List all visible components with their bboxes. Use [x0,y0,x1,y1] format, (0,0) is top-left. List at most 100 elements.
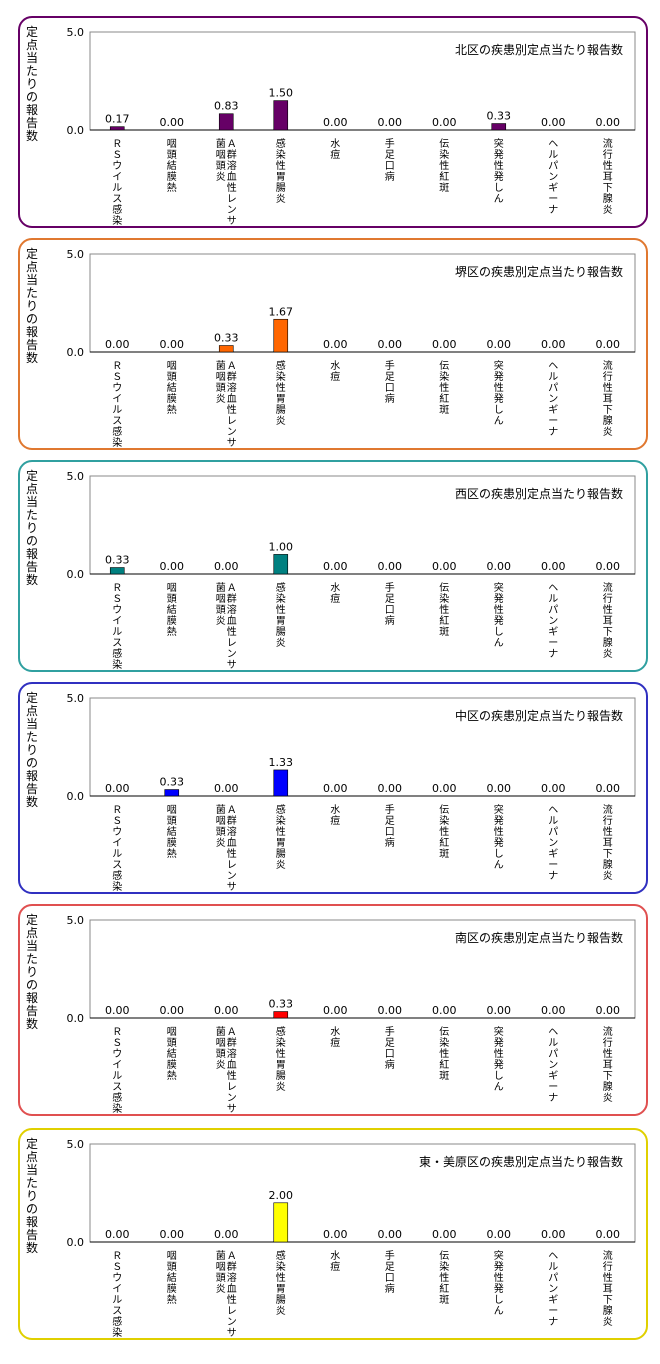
data-label: 0.00 [541,1004,566,1017]
bar [218,345,234,353]
chart-title: 中区の疾患別定点当たり報告数 [455,708,623,723]
x-tick-label: 水痘 [330,138,340,161]
data-label: 1.50 [269,87,294,100]
data-label: 1.67 [269,305,294,318]
x-tick-label: 突発性発しん [494,359,504,427]
data-label: 0.00 [323,782,348,795]
data-label: 0.00 [214,782,239,795]
x-tick-label: ＲＳウイルス感染症 [112,583,122,670]
data-label: 0.00 [378,116,403,129]
x-tick-label: ヘルパンギーナ [548,583,558,660]
data-label: 0.33 [105,554,130,567]
data-label: 2.00 [269,1189,294,1202]
data-label: 0.00 [323,116,348,129]
data-label: 0.00 [105,1004,130,1017]
y-axis-label: 定点当たりの報告数 [26,468,38,587]
chart-title: 堺区の疾患別定点当たり報告数 [455,264,623,279]
data-label: 0.00 [160,338,185,351]
x-tick-label: 突発性発しん [494,137,504,205]
y-tick-label: 5.0 [67,470,85,483]
data-label: 0.00 [487,1228,512,1241]
x-tick-label: ヘルパンギーナ [548,1027,558,1104]
y-axis-label: 定点当たりの報告数 [26,246,38,365]
data-label: 0.00 [432,338,457,351]
data-label: 0.00 [160,1228,185,1241]
y-tick-label: 0.0 [67,124,85,137]
chart-title: 北区の疾患別定点当たり報告数 [455,42,623,57]
data-label: 0.00 [541,560,566,573]
bar [273,100,289,131]
data-label: 0.33 [214,332,239,345]
x-tick-label: 水痘 [330,1250,340,1273]
data-label: 0.00 [541,782,566,795]
x-tick-label: Ａ群溶血性レンサ球菌咽頭炎 [216,1250,237,1338]
data-label: 0.00 [105,338,130,351]
y-tick-label: 5.0 [67,692,85,705]
x-tick-label: Ａ群溶血性レンサ球菌咽頭炎 [216,360,237,448]
data-label: 0.00 [596,1228,621,1241]
x-tick-label: 感染性胃腸炎 [276,1249,286,1317]
y-tick-label: 0.0 [67,1236,85,1249]
data-label: 0.00 [487,560,512,573]
chart-svg: 定点当たりの報告数 5.0 0.0 東・美原区の疾患別定点当たり報告数 0.00 ＲＳウイ… [26,1136,636,1338]
x-tick-label: 咽頭結膜熱 [167,804,177,860]
chart-svg: 定点当たりの報告数 5.0 0.0 南区の疾患別定点当たり報告数 0.00 ＲＳウイルス感… [26,912,636,1114]
bar [109,567,125,575]
chart-title: 南区の疾患別定点当たり報告数 [455,930,623,945]
data-label: 0.00 [596,560,621,573]
data-label: 0.00 [214,1004,239,1017]
chart-svg: 定点当たりの報告数 5.0 0.0 中区の疾患別定点当たり報告数 0.00 ＲＳウイルス感… [26,690,636,892]
x-tick-label: 流行性耳下腺炎 [603,1025,613,1104]
chart-panel-1: 定点当たりの報告数 5.0 0.0 北区の疾患別定点当たり報告数 0.17 ＲＳウイルス感… [18,16,648,228]
x-tick-label: ヘルパンギーナ [548,139,558,216]
bar [273,1202,289,1243]
x-tick-label: 流行性耳下腺炎 [603,137,613,216]
data-label: 0.00 [378,1004,403,1017]
bar [218,113,234,131]
data-label: 0.00 [541,1228,566,1241]
data-label: 0.00 [105,782,130,795]
data-label: 0.00 [105,1228,130,1241]
bar [164,789,180,797]
x-tick-label: 伝染性紅斑 [439,804,449,860]
x-tick-label: 突発性発しん [494,803,504,871]
y-tick-label: 5.0 [67,248,85,261]
x-tick-label: 手足口病 [385,1025,395,1071]
x-tick-label: 感染性胃腸炎 [276,359,286,427]
plot-area [89,919,636,1019]
y-tick-label: 0.0 [67,346,85,359]
bar [273,554,289,575]
data-label: 0.00 [487,782,512,795]
x-tick-label: Ａ群溶血性レンサ球菌咽頭炎 [216,582,237,670]
plot-area [89,697,636,797]
x-tick-label: 伝染性紅斑 [439,582,449,638]
data-label: 0.00 [323,338,348,351]
data-label: 0.00 [596,782,621,795]
data-label: 0.00 [378,1228,403,1241]
x-tick-label: 伝染性紅斑 [439,360,449,416]
x-tick-label: ヘルパンギーナ [548,1251,558,1328]
x-tick-label: Ａ群溶血性レンサ球菌咽頭炎 [216,804,237,892]
plot-area [89,475,636,575]
chart-title: 東・美原区の疾患別定点当たり報告数 [419,1154,623,1169]
y-tick-label: 0.0 [67,568,85,581]
data-label: 0.00 [596,338,621,351]
x-tick-label: 伝染性紅斑 [439,1250,449,1306]
data-label: 0.00 [160,1004,185,1017]
x-tick-label: 咽頭結膜熱 [167,582,177,638]
x-tick-label: 手足口病 [385,803,395,849]
bar [109,126,125,131]
x-tick-label: 伝染性紅斑 [439,138,449,194]
data-label: 0.00 [323,560,348,573]
x-tick-label: ヘルパンギーナ [548,361,558,438]
x-tick-label: 突発性発しん [494,581,504,649]
x-tick-label: 感染性胃腸炎 [276,803,286,871]
y-tick-label: 5.0 [67,914,85,927]
data-label: 0.00 [596,116,621,129]
data-label: 0.00 [487,1004,512,1017]
data-label: 0.33 [487,110,512,123]
plot-area [89,31,636,131]
data-label: 0.00 [378,338,403,351]
data-label: 0.00 [378,782,403,795]
data-label: 0.00 [541,116,566,129]
